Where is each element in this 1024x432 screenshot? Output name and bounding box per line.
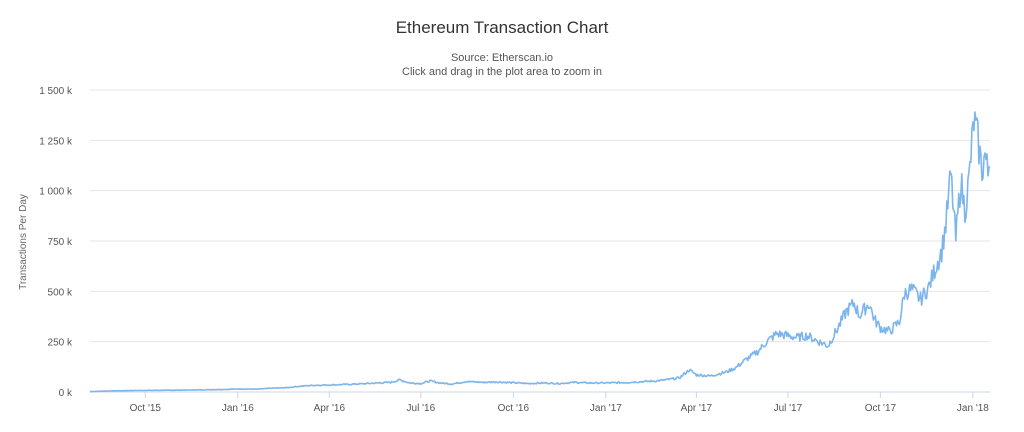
y-tick-label: 1 250 k [39, 136, 73, 147]
y-axis: 0 k 250 k 500 k 750 k 1 000 k 1 250 k 1 500 k [39, 86, 73, 399]
y-tick-label: 1 500 k [39, 86, 73, 97]
x-tick-label: Jul '16 [407, 403, 436, 414]
chart-source-subtitle: Source: Etherscan.io [450, 52, 554, 64]
x-tick-label: Jan '18 [957, 403, 989, 414]
series-line-transactions[interactable] [90, 111, 991, 393]
chart-title: Ethereum Transaction Chart [395, 18, 609, 37]
x-tick-label: Oct '17 [865, 403, 897, 414]
y-axis-title: Transactions Per Day [18, 194, 29, 290]
x-tick-label: Apr '16 [314, 403, 346, 414]
x-tick-label: Apr '17 [681, 403, 713, 414]
chart-zoom-hint: Click and drag in the plot area to zoom … [402, 66, 602, 78]
x-tick-label: Jan '17 [590, 403, 622, 414]
y-tick-label: 1 000 k [39, 187, 73, 198]
gridlines [90, 89, 990, 393]
y-tick-label: 250 k [48, 338, 73, 349]
y-tick-label: 500 k [48, 287, 73, 298]
y-tick-label: 750 k [48, 237, 73, 248]
x-axis: Oct '15 Jan '16 Apr '16 Jul '16 Oct '16 Jan '… [130, 392, 989, 414]
x-tick-label: Oct '15 [130, 403, 162, 414]
x-tick-label: Oct '16 [498, 403, 530, 414]
x-tick-label: Jan '16 [222, 403, 254, 414]
x-tick-label: Jul '17 [774, 403, 803, 414]
series-group [90, 111, 991, 393]
y-tick-label: 0 k [59, 388, 73, 399]
